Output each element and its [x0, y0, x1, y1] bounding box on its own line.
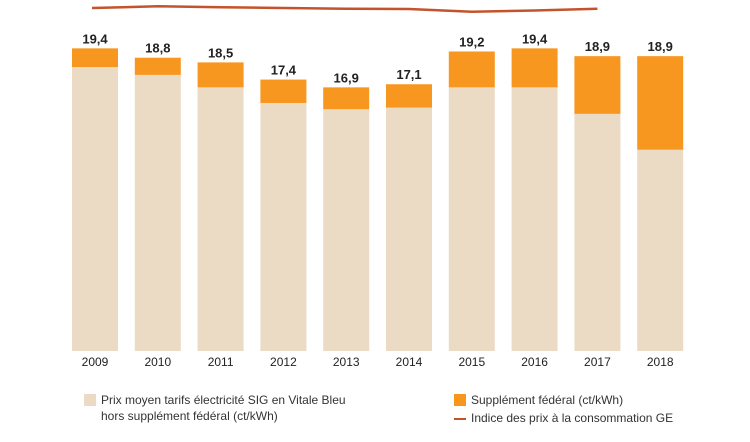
bar-supplement-2010: [134, 57, 181, 75]
bar-supplement-2016: [511, 48, 558, 88]
legend-base: Prix moyen tarifs électricité SIG en Vit…: [84, 392, 384, 424]
bar-supplement-2011: [197, 62, 244, 88]
bar-base-2017: [574, 113, 621, 351]
cpi-line: [91, 5, 598, 14]
legend-supplement-swatch: [454, 394, 466, 406]
x-tick-2016: 2016: [521, 355, 548, 369]
bar-supplement-2018: [637, 56, 684, 150]
total-label-group: 19,4 18,8 18,5 17,4 16,9 17,1 19,2 19,4 18,9 18,9: [82, 31, 673, 85]
total-label-2012: 17,4: [271, 63, 297, 78]
bar-base-2010: [134, 74, 181, 351]
bar-base-2013: [323, 109, 370, 351]
legend-base-swatch: [84, 394, 96, 406]
bar-supplement-2017: [574, 56, 621, 114]
legend-base-label: Prix moyen tarifs électricité SIG en Vit…: [101, 393, 346, 423]
total-label-2014: 17,1: [396, 67, 421, 82]
x-tick-2009: 2009: [82, 355, 109, 369]
total-label-2015: 19,2: [459, 34, 484, 49]
total-label-2016: 19,4: [522, 31, 548, 46]
x-tick-2010: 2010: [144, 355, 171, 369]
legend-cpi-swatch: [454, 418, 466, 420]
bar-base-2011: [197, 87, 244, 352]
total-label-2017: 18,9: [585, 39, 610, 54]
bar-supplement-2013: [323, 87, 370, 110]
total-label-2011: 18,5: [208, 45, 233, 60]
bar-supplement-2014: [386, 84, 432, 108]
legend-supplement: Supplément fédéral (ct/kWh): [454, 392, 623, 408]
bar-base-2018: [637, 149, 684, 351]
legend-cpi: Indice des prix à la consommation GE: [454, 410, 673, 426]
bar-supplement-2015: [448, 51, 495, 88]
x-tick-2011: 2011: [208, 355, 234, 369]
bar-supplement-2009: [72, 48, 118, 68]
bar-base-2012: [260, 102, 307, 352]
bar-group: [72, 48, 684, 352]
x-tick-2013: 2013: [333, 355, 360, 369]
x-tick-group: 2009 2010 2011 2012 2013 2014 2015 2016 2017 2018: [82, 355, 674, 369]
x-tick-2012: 2012: [270, 355, 297, 369]
total-label-2013: 16,9: [334, 70, 359, 85]
bar-base-2009: [72, 67, 118, 351]
x-tick-2017: 2017: [584, 355, 611, 369]
bar-base-2014: [386, 107, 432, 351]
total-label-2010: 18,8: [145, 41, 170, 56]
x-tick-2018: 2018: [647, 355, 674, 369]
x-tick-2015: 2015: [458, 355, 485, 369]
legend-cpi-label: Indice des prix à la consommation GE: [471, 411, 674, 425]
x-tick-2014: 2014: [396, 355, 423, 369]
bar-base-2016: [511, 87, 558, 352]
legend-supplement-label: Supplément fédéral (ct/kWh): [471, 393, 624, 407]
total-label-2009: 19,4: [82, 31, 108, 46]
total-label-2018: 18,9: [648, 39, 673, 54]
bar-supplement-2012: [260, 79, 307, 103]
bar-base-2015: [448, 87, 495, 352]
